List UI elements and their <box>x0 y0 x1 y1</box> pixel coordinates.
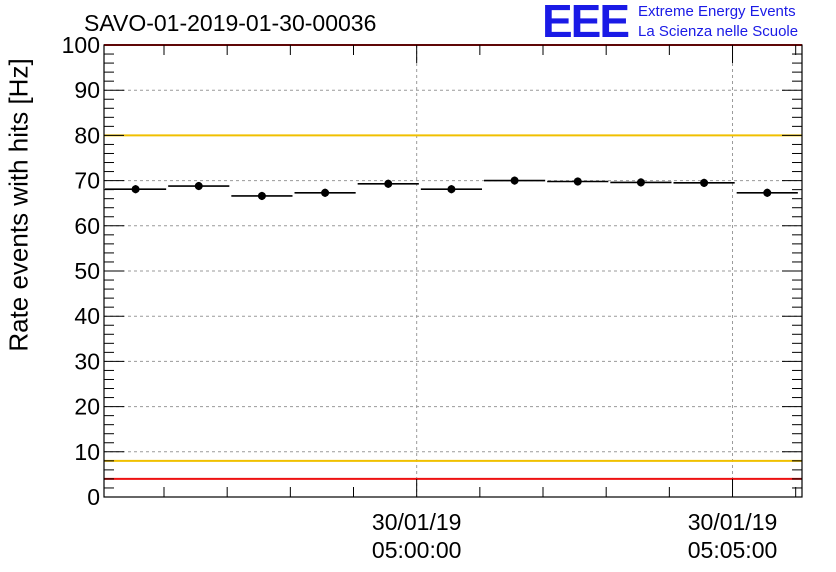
data-point <box>736 188 798 197</box>
data-marker <box>384 179 393 188</box>
grid <box>104 45 802 497</box>
data-marker <box>573 177 582 186</box>
data-point <box>294 188 356 197</box>
data-point <box>231 191 293 201</box>
data-point <box>673 178 735 187</box>
y-tick-label: 80 <box>74 122 100 148</box>
eee-logo: EEE <box>542 0 630 47</box>
data-point <box>484 176 546 185</box>
chart-title: SAVO-01-2019-01-30-00036 <box>84 10 377 36</box>
data-marker <box>447 185 456 194</box>
y-tick-label: 70 <box>74 168 100 194</box>
logo-subtitle-1: Extreme Energy Events <box>638 3 796 20</box>
data-marker <box>763 188 772 197</box>
data-point <box>168 181 230 191</box>
y-tick-label: 30 <box>74 348 100 374</box>
y-tick-label: 90 <box>74 77 100 103</box>
axis-ticks <box>104 44 802 498</box>
logo-subtitle-2: La Scienza nelle Scuole <box>638 23 799 40</box>
y-tick-label: 50 <box>74 258 100 284</box>
data-point <box>547 177 609 186</box>
data-marker <box>194 182 203 191</box>
data-marker <box>257 191 266 200</box>
x-tick-label-date: 30/01/19 <box>688 509 778 535</box>
tick-labels: 010203040506070809010030/01/1905:00:0030… <box>62 32 778 563</box>
data-point <box>610 178 672 187</box>
data-series <box>105 176 798 201</box>
y-tick-label: 0 <box>87 484 100 510</box>
data-point <box>105 185 167 194</box>
data-marker <box>321 188 330 197</box>
data-point <box>420 185 483 194</box>
x-tick-label-time: 05:00:00 <box>372 537 462 563</box>
y-tick-label: 60 <box>74 213 100 239</box>
data-marker <box>510 176 519 185</box>
data-marker <box>636 178 645 187</box>
data-point <box>357 179 419 188</box>
y-tick-label: 10 <box>74 439 100 465</box>
y-tick-label: 40 <box>74 303 100 329</box>
data-marker <box>131 185 140 194</box>
data-marker <box>700 178 709 187</box>
y-tick-label: 20 <box>74 394 100 420</box>
reference-lines <box>104 44 802 480</box>
x-tick-label-time: 05:05:00 <box>688 537 778 563</box>
x-tick-label-date: 30/01/19 <box>372 509 462 535</box>
y-tick-label: 100 <box>62 32 100 58</box>
y-axis-label: Rate events with hits [Hz] <box>3 58 34 352</box>
